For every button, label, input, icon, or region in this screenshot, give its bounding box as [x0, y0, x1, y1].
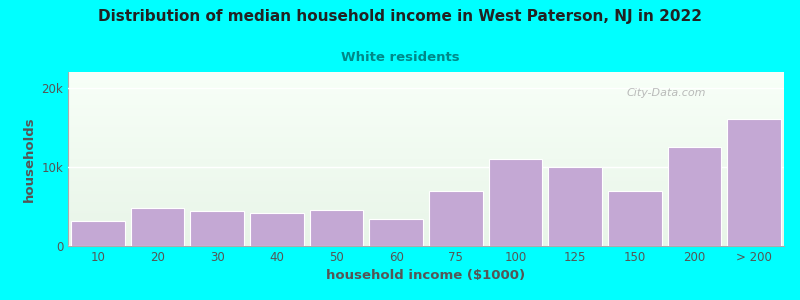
Bar — [190, 211, 244, 246]
Bar — [548, 167, 602, 246]
Bar — [310, 210, 363, 246]
Text: City-Data.com: City-Data.com — [626, 88, 706, 98]
Bar — [668, 147, 722, 246]
Bar — [608, 190, 662, 246]
Text: Distribution of median household income in West Paterson, NJ in 2022: Distribution of median household income … — [98, 9, 702, 24]
Bar — [727, 119, 781, 246]
Bar — [370, 219, 423, 246]
Bar — [130, 208, 184, 246]
Y-axis label: households: households — [23, 116, 36, 202]
X-axis label: household income ($1000): household income ($1000) — [326, 269, 526, 282]
Bar — [429, 190, 482, 246]
Bar — [71, 221, 125, 246]
Bar — [489, 159, 542, 246]
Text: White residents: White residents — [341, 51, 459, 64]
Bar — [250, 213, 304, 246]
